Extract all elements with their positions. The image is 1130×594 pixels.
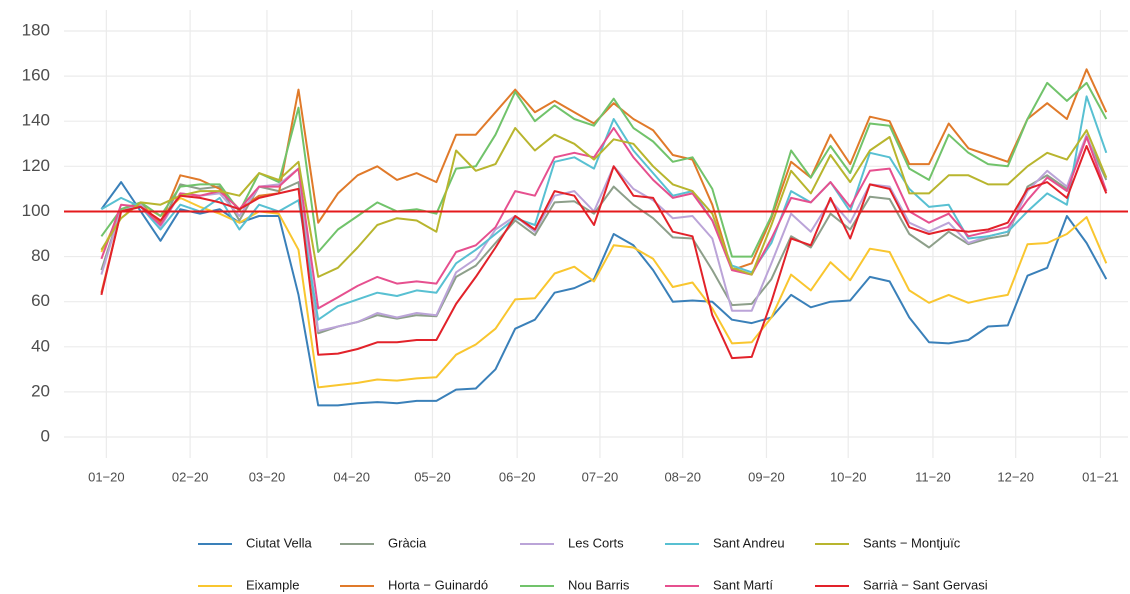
x-tick-label: 09−20 xyxy=(748,469,785,484)
series-line xyxy=(100,127,1108,278)
series-line xyxy=(100,136,1108,335)
legend-label: Horta − Guinardó xyxy=(388,577,488,592)
y-tick-label: 80 xyxy=(31,246,50,265)
series-line xyxy=(100,95,1108,321)
y-tick-label: 20 xyxy=(31,381,50,400)
x-tick-label: 07−20 xyxy=(582,469,619,484)
x-tick-label: 02−20 xyxy=(172,469,209,484)
x-tick-label: 04−20 xyxy=(333,469,370,484)
legend-label: Les Corts xyxy=(568,535,624,550)
y-tick-label: 140 xyxy=(22,111,50,130)
x-tick-label: 05−20 xyxy=(414,469,451,484)
series-line xyxy=(100,127,1108,310)
x-tick-label: 08−20 xyxy=(664,469,701,484)
y-tick-label: 160 xyxy=(22,66,50,85)
legend-label: Eixample xyxy=(246,577,299,592)
x-tick-label: 03−20 xyxy=(249,469,286,484)
y-tick-label: 40 xyxy=(31,336,50,355)
series-line xyxy=(100,196,1108,389)
legend-label: Sants − Montjuïc xyxy=(863,535,961,550)
legend-label: Nou Barris xyxy=(568,577,630,592)
x-tick-label: 12−20 xyxy=(997,469,1034,484)
legend-label: Ciutat Vella xyxy=(246,535,313,550)
x-tick-label: 11−20 xyxy=(915,469,951,484)
x-tick-label: 01−21 xyxy=(1082,469,1119,484)
series-line xyxy=(100,133,1108,332)
x-tick-label: 01−20 xyxy=(88,469,125,484)
y-tick-label: 0 xyxy=(41,427,50,446)
legend-label: Sant Andreu xyxy=(713,535,785,550)
series-line xyxy=(100,81,1108,258)
legend-label: Sant Martí xyxy=(713,577,773,592)
y-tick-label: 100 xyxy=(22,201,50,220)
x-tick-label: 10−20 xyxy=(830,469,867,484)
y-tick-label: 60 xyxy=(31,291,50,310)
x-tick-label: 06−20 xyxy=(499,469,536,484)
y-tick-label: 180 xyxy=(22,20,50,39)
series-line xyxy=(100,145,1108,360)
legend-label: Gràcia xyxy=(388,535,427,550)
series-line xyxy=(100,181,1108,407)
y-tick-label: 120 xyxy=(22,156,50,175)
legend-label: Sarrià − Sant Gervasi xyxy=(863,577,988,592)
